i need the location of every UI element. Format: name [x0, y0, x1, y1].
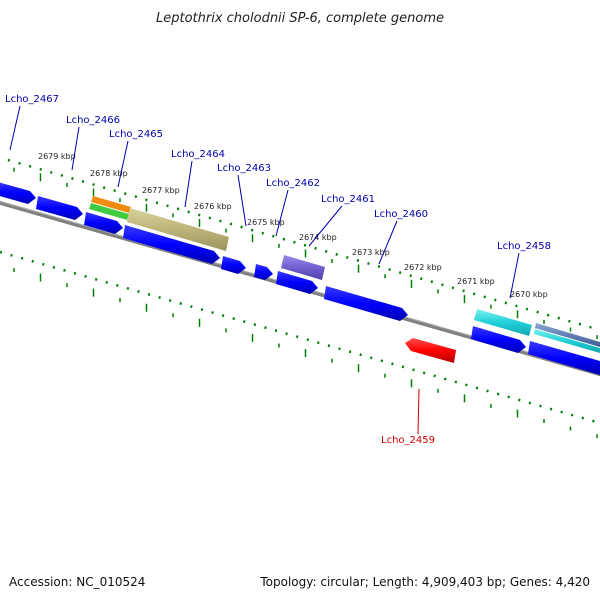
cds-arrow[interactable] — [254, 264, 273, 280]
accession-text: Accession: NC_010524 — [9, 575, 146, 589]
label-leader-line — [308, 205, 343, 247]
label-leader-line — [117, 140, 129, 188]
ruler-tick-label: 2673 kbp — [352, 248, 390, 257]
cds-arrow-reverse[interactable] — [405, 338, 456, 363]
genome-summary-text: Topology: circular; Length: 4,909,403 bp… — [260, 575, 590, 589]
ruler-tick-label: 2671 kbp — [457, 277, 495, 286]
gene-label[interactable]: Lcho_2460 — [374, 209, 428, 220]
map-title: Leptothrix cholodnii SP-6, complete geno… — [156, 11, 444, 26]
cds-arrow[interactable] — [84, 212, 123, 234]
label-leader-line — [71, 126, 80, 171]
gene-label[interactable]: Lcho_2466 — [66, 115, 120, 126]
cds-arrow[interactable] — [324, 286, 408, 321]
label-leader-line — [184, 160, 193, 208]
cds-arrow[interactable] — [123, 225, 220, 264]
gene-label[interactable]: Lcho_2458 — [497, 241, 551, 252]
cds-arrow[interactable] — [528, 341, 600, 375]
ruler-tick-label: 2676 kbp — [194, 202, 232, 211]
ruler-tick-label: 2672 kbp — [404, 263, 442, 272]
gene-label[interactable]: Lcho_2462 — [266, 178, 320, 189]
gene-label[interactable]: Lcho_2459 — [381, 435, 435, 446]
gene-block-purple[interactable] — [281, 255, 325, 280]
cds-arrow[interactable] — [471, 326, 526, 353]
gene-block-orange[interactable] — [91, 196, 131, 213]
ruler-tick-label: 2679 kbp — [38, 152, 76, 161]
gene-label[interactable]: Lcho_2463 — [217, 163, 271, 174]
gene-block-cyan[interactable] — [534, 329, 600, 353]
ruler-tick-label: 2674 kbp — [299, 233, 337, 242]
gene-block-khaki[interactable] — [127, 208, 229, 251]
gene-label[interactable]: Lcho_2461 — [321, 194, 375, 205]
label-leader-line — [417, 388, 420, 435]
gene-block-green[interactable] — [89, 203, 129, 220]
label-leaders — [9, 105, 520, 435]
label-leader-line — [275, 189, 289, 237]
ruler-tick-label: 2678 kbp — [90, 169, 128, 178]
gene-block-steel[interactable] — [535, 323, 600, 347]
gene-label[interactable]: Lcho_2465 — [109, 129, 163, 140]
cds-arrow[interactable] — [0, 182, 36, 204]
cds-arrow[interactable] — [276, 271, 318, 294]
ruler-tick-label: 2670 kbp — [510, 290, 548, 299]
label-leader-line — [509, 252, 520, 299]
label-leader-line — [378, 220, 398, 265]
ruler-tick-label: 2675 kbp — [247, 218, 285, 227]
gene-block-cyan[interactable] — [474, 309, 532, 336]
label-leader-line — [237, 174, 247, 227]
forward-features — [0, 182, 600, 375]
ruler-tick-label: 2677 kbp — [142, 186, 180, 195]
gene-labels: Lcho_2467 Lcho_2466 Lcho_2465 Lcho_2464 Lcho… — [5, 94, 551, 446]
ruler-ticks: 2679 kbp 2678 kbp 2677 kbp 2676 kbp 2675 kbp… — [13, 152, 598, 439]
gene-label[interactable]: Lcho_2467 — [5, 94, 59, 105]
cds-arrow[interactable] — [221, 256, 246, 274]
gene-label[interactable]: Lcho_2464 — [171, 149, 225, 160]
label-leader-line — [9, 105, 21, 151]
cds-arrow[interactable] — [36, 196, 83, 220]
